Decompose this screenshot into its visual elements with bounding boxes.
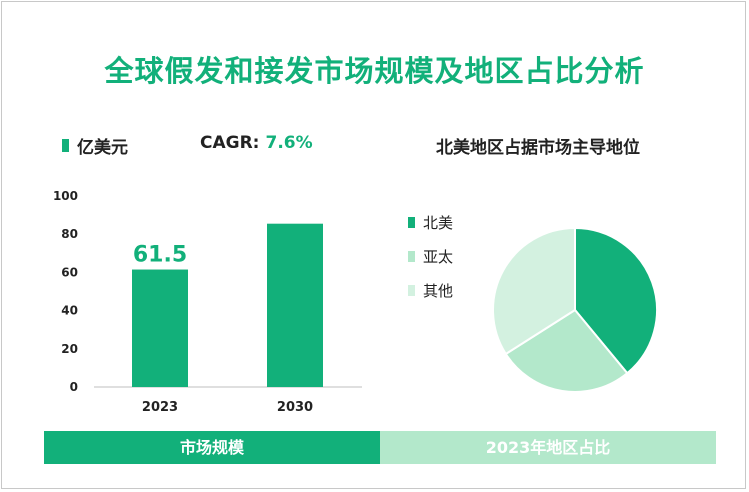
legend-swatch (408, 250, 415, 262)
pie-slice-亚太 (504, 308, 629, 393)
y-tick-label: 80 (61, 227, 78, 241)
x-tick-label: 2030 (277, 400, 313, 415)
cagr-value: 7.6% (265, 133, 313, 153)
bar-2023 (132, 269, 188, 387)
y-tick-label: 100 (53, 189, 78, 203)
pie-slice-其他 (492, 226, 576, 356)
legend-item: 亚太 (408, 239, 453, 273)
legend-swatch (408, 216, 415, 228)
unit-legend-swatch (62, 139, 69, 152)
unit-legend: 亿美元 (62, 133, 128, 158)
legend-item: 北美 (408, 205, 453, 239)
cagr-text: CAGR: 7.6% (200, 133, 313, 153)
y-tick-label: 0 (70, 380, 78, 394)
bar-data-label: 61.5 (133, 243, 187, 268)
legend-item: 其他 (408, 273, 453, 307)
pie-title: 北美地区占据市场主导地位 (436, 138, 640, 158)
pie-slice-北美 (574, 226, 658, 375)
y-tick-label: 40 (61, 304, 78, 318)
legend-swatch (408, 284, 415, 296)
y-tick-label: 60 (61, 265, 78, 279)
band-market-size: 市场规模 (44, 431, 380, 464)
y-tick-label: 20 (61, 342, 78, 356)
unit-label: 亿美元 (77, 138, 128, 158)
cagr-label: CAGR: (200, 133, 260, 153)
pie-legend: 北美 亚太 其他 (408, 205, 453, 307)
band-region-share: 2023年地区占比 (380, 431, 716, 464)
legend-label: 北美 (423, 213, 454, 232)
legend-label: 亚太 (423, 247, 454, 266)
x-tick-label: 2023 (142, 400, 178, 415)
legend-label: 其他 (423, 281, 454, 300)
bar-2030 (267, 223, 323, 387)
page-title: 全球假发和接发市场规模及地区占比分析 (104, 54, 645, 88)
